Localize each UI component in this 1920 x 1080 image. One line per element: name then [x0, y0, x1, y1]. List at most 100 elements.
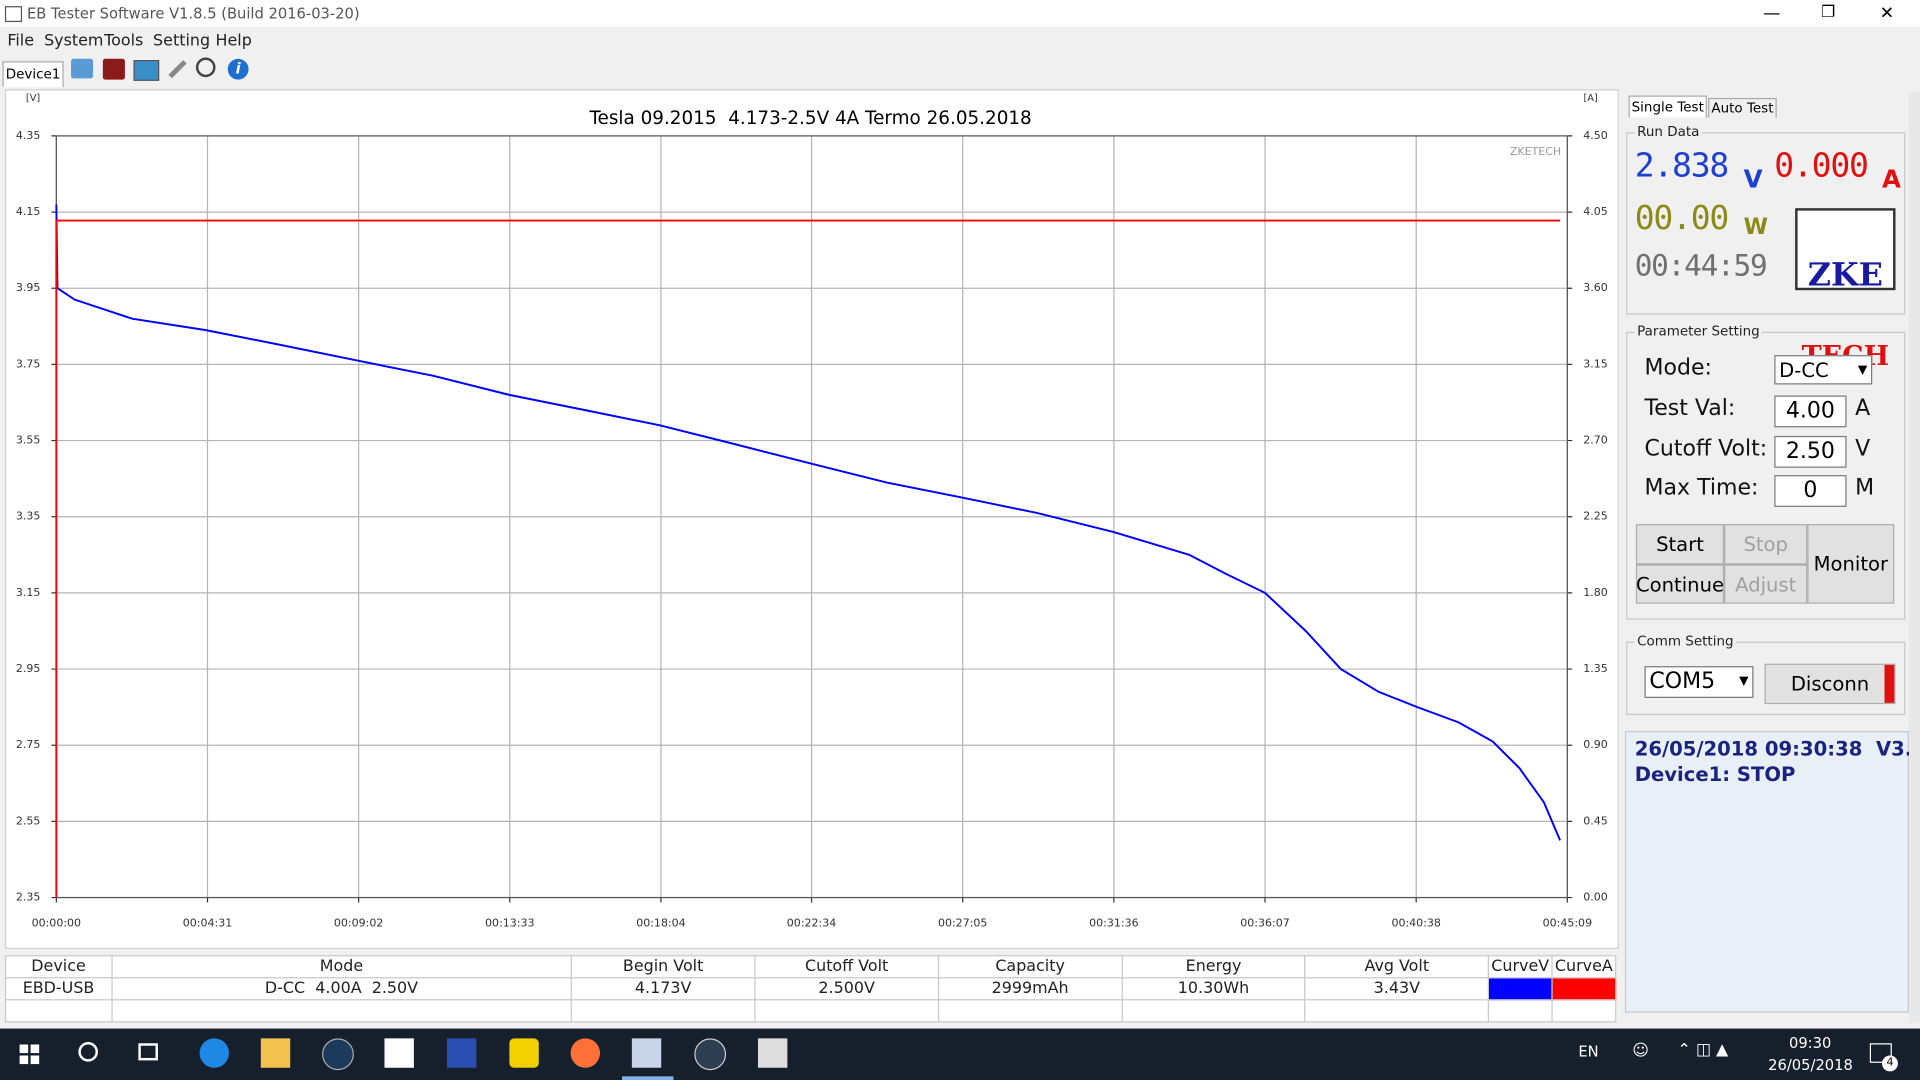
- cutoff-input[interactable]: 2.50: [1774, 435, 1847, 468]
- cell: 4.173V: [570, 977, 756, 1001]
- x-tick-label: 00:18:04: [636, 916, 685, 929]
- stop-button[interactable]: Stop: [1724, 524, 1808, 565]
- notification-icon[interactable]: [1869, 1043, 1892, 1063]
- time-display: 00:44:59: [1634, 248, 1768, 283]
- menu-item[interactable]: Tools: [104, 31, 144, 51]
- chart: Tesla 09.2015 4.173-2.5V 4A Termo 26.05.…: [4, 89, 1619, 949]
- x-tick-label: 00:27:05: [938, 916, 987, 929]
- dropdown-arrow: ▼: [1857, 363, 1868, 378]
- parameter-group: Parameter Setting: [1626, 323, 1906, 620]
- firefox-icon[interactable]: [570, 1038, 600, 1068]
- save-app-icon[interactable]: [446, 1038, 477, 1068]
- test-val-input[interactable]: 4.00: [1774, 395, 1847, 428]
- cell: [570, 999, 756, 1023]
- clock-date[interactable]: 26/05/2018: [1768, 1056, 1853, 1074]
- continue-button[interactable]: Continue: [1635, 564, 1725, 604]
- steam-icon[interactable]: [322, 1038, 354, 1071]
- start-icon[interactable]: [19, 1044, 40, 1065]
- adjust-button[interactable]: Adjust: [1724, 564, 1808, 604]
- search-icon[interactable]: [78, 1042, 98, 1062]
- search-icon[interactable]: [195, 57, 216, 78]
- app-icon[interactable]: [757, 1038, 788, 1068]
- info-icon[interactable]: i: [227, 58, 249, 80]
- current-display: 0.000: [1774, 146, 1869, 185]
- y-tick-label: 3.55: [16, 434, 41, 447]
- port-select[interactable]: COM5 ▼: [1644, 666, 1754, 698]
- table-header: Device Mode Begin Volt Cutoff Volt Capacity E…: [4, 955, 1617, 979]
- header-cell: Device: [4, 955, 113, 979]
- y2-tick-label: 3.60: [1583, 281, 1608, 294]
- header-cell: Avg Volt: [1304, 955, 1490, 979]
- run-data-group: Run Data: [1626, 123, 1906, 315]
- voltage-display: 2.838: [1634, 146, 1730, 185]
- y-tick-label: 3.15: [16, 586, 41, 599]
- app-icon[interactable]: [694, 1038, 727, 1071]
- close-button[interactable]: ✕: [1879, 3, 1895, 24]
- taskbar: [0, 1028, 1920, 1080]
- eb-tester-icon[interactable]: [631, 1038, 662, 1068]
- x-tick-label: 00:13:33: [485, 916, 534, 929]
- cell: D-CC 4.00A 2.50V: [110, 977, 573, 1001]
- title-bar: [0, 0, 1920, 27]
- cell: [937, 999, 1123, 1023]
- store-icon[interactable]: [384, 1038, 414, 1068]
- current-unit: A: [1882, 164, 1902, 194]
- max-time-input[interactable]: 0: [1774, 475, 1847, 507]
- mode-select[interactable]: D-CC ▼: [1774, 355, 1873, 385]
- dropdown-arrow: ▼: [1739, 674, 1749, 689]
- open-icon[interactable]: [71, 58, 94, 79]
- series-line: [55, 219, 1561, 898]
- tab[interactable]: Auto Test: [1708, 97, 1777, 118]
- people-icon[interactable]: ☺: [1632, 1042, 1649, 1061]
- device-tab[interactable]: Device1: [2, 61, 64, 87]
- explorer-icon[interactable]: [260, 1038, 291, 1068]
- y-tick-label: 3.35: [16, 510, 41, 523]
- group-label: Parameter Setting: [1634, 323, 1763, 340]
- chart-icon[interactable]: [133, 60, 160, 81]
- active-indicator: [622, 1076, 674, 1080]
- start-button[interactable]: Start: [1635, 524, 1725, 565]
- field-label: Max Time:: [1644, 475, 1759, 501]
- cell: 10.30Wh: [1121, 977, 1306, 1001]
- x-tick-label: 00:09:02: [334, 916, 383, 929]
- menu-item[interactable]: Help: [215, 31, 252, 51]
- menu-item[interactable]: Setting: [153, 31, 211, 51]
- power-display: 00.00: [1634, 199, 1730, 238]
- language[interactable]: EN: [1578, 1043, 1599, 1061]
- menu-item[interactable]: File: [7, 31, 34, 51]
- tools-icon[interactable]: [168, 60, 187, 79]
- tray-icons[interactable]: ⌃ ◫ ▲: [1677, 1040, 1729, 1060]
- task-view-icon[interactable]: [138, 1043, 158, 1061]
- disconnect-button[interactable]: Disconn: [1764, 663, 1896, 705]
- clock-time[interactable]: 09:30: [1788, 1034, 1832, 1052]
- cell: [110, 999, 573, 1023]
- restore-button[interactable]: ❐: [1821, 3, 1836, 23]
- app-icon[interactable]: [509, 1038, 539, 1068]
- y-tick-label: 4.15: [16, 205, 41, 218]
- y2-tick-label: 4.05: [1583, 205, 1608, 218]
- tab[interactable]: Single Test: [1628, 95, 1707, 118]
- header-cell: Energy: [1121, 955, 1306, 979]
- curve-color: [1551, 977, 1617, 1001]
- y2-tick-label: 2.70: [1583, 434, 1608, 447]
- notification-count: 4: [1882, 1055, 1898, 1072]
- menu-item[interactable]: System: [44, 31, 104, 51]
- cell: [1304, 999, 1490, 1023]
- unit-label: V: [1855, 435, 1871, 462]
- minimize-button[interactable]: —: [1763, 3, 1781, 24]
- chart-title: Tesla 09.2015 4.173-2.5V 4A Termo 26.05.…: [588, 108, 1031, 129]
- status-line: Device1: STOP: [1634, 762, 1796, 787]
- scrollbar: [1908, 91, 1920, 1023]
- y-axis-label: [V]: [26, 93, 40, 104]
- cell: [1551, 999, 1617, 1023]
- header-cell: Cutoff Volt: [754, 955, 940, 979]
- y2-tick-label: 1.35: [1583, 662, 1608, 675]
- series-line: [55, 204, 1561, 841]
- save-icon[interactable]: [102, 58, 125, 80]
- edge-icon[interactable]: [199, 1038, 229, 1068]
- monitor-button[interactable]: Monitor: [1807, 524, 1895, 604]
- x-tick-label: 00:45:09: [1543, 916, 1592, 929]
- select-value: D-CC: [1779, 358, 1829, 383]
